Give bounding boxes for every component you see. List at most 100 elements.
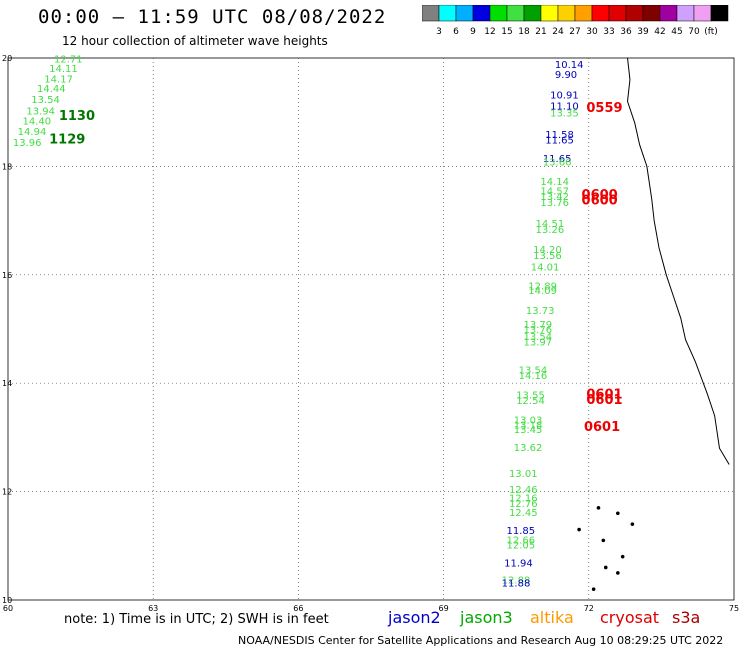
wave-height-label: 11.10 — [550, 101, 579, 112]
color-scale-label: 18 — [518, 27, 530, 37]
legend-jason2: jason2 — [388, 608, 441, 627]
wave-height-label: 13.97 — [523, 337, 552, 348]
wave-height-label: 13.18 — [514, 421, 543, 432]
pass-time-label: 1129 — [49, 133, 85, 148]
map-gridlines — [8, 58, 734, 600]
color-scale-label: 6 — [453, 27, 459, 37]
color-scale-label: 33 — [603, 27, 615, 37]
pass-time-label: 0601 — [586, 393, 622, 408]
footer-note: note: 1) Time is in UTC; 2) SWH is in fe… — [64, 612, 329, 627]
color-scale-label: 39 — [637, 27, 649, 37]
color-scale-label: 36 — [620, 27, 632, 37]
wave-height-label: 12.89 — [528, 281, 557, 292]
latitude-tick-labels: 20 18 16 14 12 10 — [2, 54, 12, 605]
wave-height-label: 13.56 — [533, 251, 562, 262]
longitude-tick-label: 60 — [3, 604, 13, 613]
wave-height-label: 14.11 — [49, 64, 78, 75]
pass-time-label: 0559 — [586, 101, 622, 116]
pass-time-label: 0600 — [582, 193, 618, 208]
wave-height-label: 11.58 — [545, 130, 574, 141]
wave-height-label: 13.55 — [516, 390, 545, 401]
page-title: 00:00 – 11:59 UTC 08/08/2022 — [38, 6, 387, 28]
pass-time-label: 0601 — [584, 420, 620, 435]
coastline — [577, 57, 730, 591]
wave-height-label: 14.17 — [44, 74, 73, 85]
wave-height-label: 13.94 — [26, 106, 55, 117]
wave-height-label: 14.09 — [528, 286, 557, 297]
wave-height-label: 14.94 — [18, 127, 47, 138]
longitude-tick-label: 75 — [729, 604, 739, 613]
wave-height-label: 12.54 — [516, 396, 545, 407]
color-scale-label: 30 — [586, 27, 598, 37]
wave-height-label: 13.79 — [523, 320, 552, 331]
latitude-tick-label: 14 — [2, 379, 12, 388]
legend-cryosat: cryosat — [600, 608, 660, 627]
wave-height-label: 14.16 — [519, 371, 548, 382]
legend-altika: altika — [530, 608, 574, 627]
color-scale-label: 27 — [569, 27, 581, 37]
wave-height-label: 13.54 — [31, 95, 60, 106]
color-scale-legend: 3 6 9 12 15 18 21 24 27 30 33 36 39 42 45 70 (ft) — [421, 4, 732, 37]
island-mark — [620, 554, 625, 559]
map-frame — [7, 57, 735, 601]
coastline-path — [627, 57, 730, 465]
wave-height-label: 13.76 — [523, 325, 552, 336]
color-scale-label: (ft) — [704, 27, 718, 37]
wave-height-observations: 12.7114.1114.1714.4413.5413.9414.4014.94… — [13, 54, 584, 589]
wave-height-label: 11.65 — [543, 154, 572, 165]
wave-height-label: 13.35 — [550, 109, 579, 120]
color-scale-label: 12 — [484, 27, 496, 37]
island-mark — [591, 587, 596, 591]
wave-height-label: 13.03 — [514, 415, 543, 426]
wave-height-label: 13.62 — [514, 443, 543, 454]
wave-height-label: 12.66 — [507, 536, 536, 547]
wave-height-label: 10.14 — [555, 60, 584, 71]
latitude-tick-label: 20 — [2, 54, 12, 63]
pass-time-label: 0600 — [582, 188, 618, 203]
wave-height-label: 14.57 — [540, 187, 569, 198]
wave-height-label: 13.96 — [13, 138, 42, 149]
color-swatch — [710, 4, 729, 22]
legend-jason3: jason3 — [460, 608, 513, 627]
latitude-tick-label: 16 — [2, 271, 12, 280]
wave-height-label: 11.65 — [545, 136, 574, 147]
wave-height-label: 12.45 — [509, 508, 538, 519]
wave-height-label: 14.51 — [536, 219, 565, 230]
page-subtitle: 12 hour collection of altimeter wave hei… — [62, 34, 328, 48]
color-scale-label: 15 — [501, 27, 513, 37]
island-mark — [577, 527, 581, 532]
wave-height-label: 12.16 — [509, 493, 538, 504]
wave-height-label: 13.42 — [540, 192, 569, 203]
latitude-tick-label: 12 — [2, 488, 12, 497]
wave-height-label: 14.14 — [540, 177, 569, 188]
color-scale-label: 24 — [552, 27, 564, 37]
longitude-tick-label: 69 — [439, 604, 449, 613]
wave-height-label: 10.91 — [550, 91, 579, 102]
wave-height-label: 11.94 — [504, 558, 533, 569]
wave-height-label: 13.26 — [536, 225, 565, 236]
island-mark — [616, 571, 620, 575]
longitude-tick-label: 66 — [293, 604, 303, 613]
island-mark — [596, 506, 601, 510]
wave-height-label: 13.73 — [526, 306, 555, 317]
wave-height-label: 13.66 — [543, 157, 572, 168]
island-mark — [601, 538, 606, 543]
color-scale-label: 45 — [671, 27, 683, 37]
credit-line: NOAA/NESDIS Center for Satellite Applica… — [238, 634, 724, 647]
color-scale-label: 9 — [470, 27, 476, 37]
longitude-tick-label: 72 — [584, 604, 594, 613]
wave-height-label: 14.01 — [531, 262, 560, 273]
wave-height-label: 12.88 — [502, 576, 531, 587]
wave-height-label: 13.54 — [523, 332, 552, 343]
latitude-tick-label: 18 — [2, 162, 12, 171]
wave-height-label: 11.85 — [507, 526, 536, 537]
wave-height-label: 14.44 — [37, 84, 66, 95]
wave-height-label: 14.40 — [23, 117, 52, 128]
wave-height-label: 13.45 — [514, 425, 543, 436]
legend-s3a: s3a — [672, 608, 701, 627]
wave-height-label: 11.88 — [502, 578, 531, 589]
color-scale-label: 70 — [688, 27, 700, 37]
color-scale-label: 3 — [436, 27, 442, 37]
